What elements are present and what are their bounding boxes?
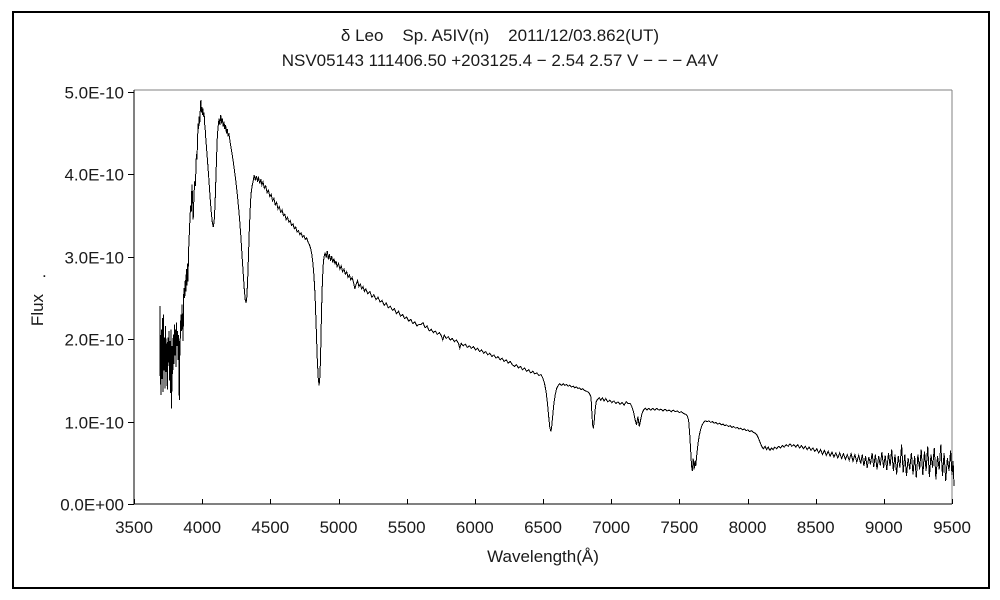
stray-dot-mark: . <box>42 262 47 281</box>
chart-subtitle: NSV05143 111406.50 +203125.4 − 2.54 2.57… <box>281 51 719 70</box>
x-tick-label: 6500 <box>524 518 562 537</box>
y-axis-title: Flux <box>28 293 47 327</box>
x-tick-label: 4000 <box>183 518 221 537</box>
x-tick-label: 8000 <box>729 518 767 537</box>
x-axis-title: Wavelength(Å) <box>487 547 599 566</box>
screenshot-border <box>12 11 990 589</box>
x-tick-label: 7500 <box>660 518 698 537</box>
x-tick-label: 9000 <box>865 518 903 537</box>
y-tick-label: 2.0E-10 <box>64 331 124 350</box>
y-tick-label: 3.0E-10 <box>64 249 124 268</box>
chart-title: δ Leo Sp. A5IV(n) 2011/12/03.862(UT) <box>340 26 660 45</box>
x-tick-label: 7000 <box>592 518 630 537</box>
y-tick-label: 0.0E+00 <box>60 496 124 515</box>
y-tick-label: 1.0E-10 <box>64 414 124 433</box>
y-tick-label: 5.0E-10 <box>64 84 124 103</box>
x-tick-label: 5500 <box>388 518 426 537</box>
y-tick-label: 4.0E-10 <box>64 166 124 185</box>
x-tick-label: 5000 <box>320 518 358 537</box>
x-tick-label: 4500 <box>251 518 289 537</box>
x-tick-label: 9500 <box>933 518 971 537</box>
x-tick-label: 3500 <box>115 518 153 537</box>
x-tick-label: 6000 <box>456 518 494 537</box>
x-tick-label: 8500 <box>797 518 835 537</box>
spectrum-line <box>159 100 955 486</box>
